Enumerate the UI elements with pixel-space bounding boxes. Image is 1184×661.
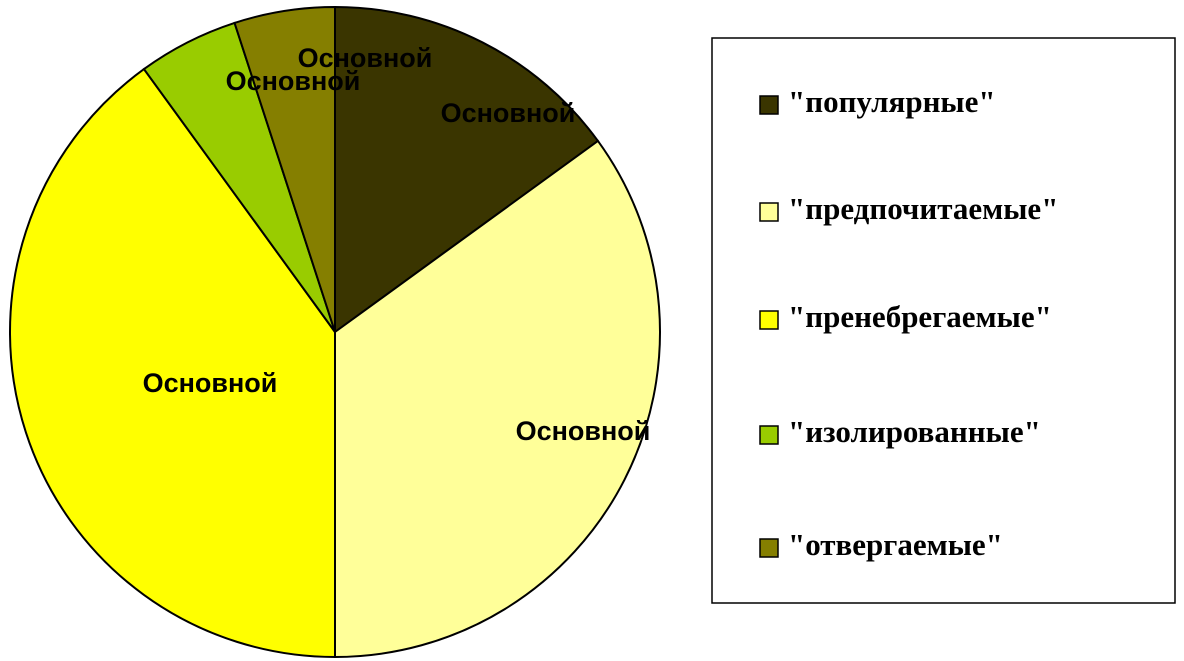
legend-label: "отвергаемые": [788, 527, 1003, 562]
legend-swatch: [759, 202, 779, 222]
pie-slice: [233, 5, 336, 333]
legend-swatch: [759, 538, 779, 558]
legend-swatch: [759, 310, 779, 330]
pie-slice: [334, 5, 600, 334]
legend-label: "предпочитаемые": [788, 191, 1058, 226]
data-label: Основной: [226, 66, 361, 96]
data-label: Основной: [441, 98, 576, 128]
legend-label: "изолированные": [788, 414, 1041, 449]
pie-slice: [9, 67, 336, 659]
data-label: Основной: [298, 43, 433, 73]
legend-swatch: [759, 425, 779, 445]
legend-box: [711, 37, 1176, 604]
legend-label: "пренебрегаемые": [788, 299, 1052, 334]
data-label: Основной: [143, 368, 278, 398]
pie-slice: [334, 139, 661, 659]
legend-label: "популярные": [788, 84, 996, 119]
data-label: Основной: [516, 416, 651, 446]
legend-swatch: [759, 95, 779, 115]
